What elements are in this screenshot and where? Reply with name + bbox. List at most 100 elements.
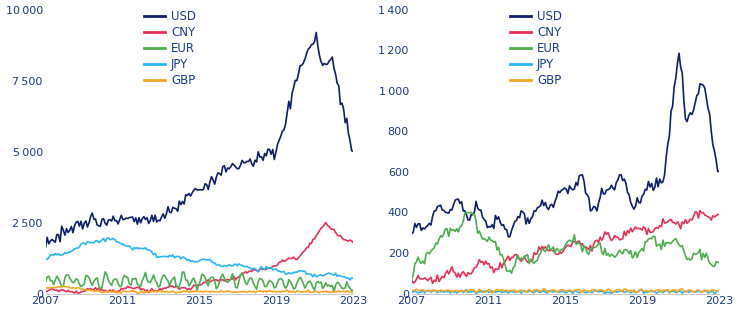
EUR (407, 278, 416, 282)
CNY (218, 278, 227, 282)
GBP (199, 290, 208, 294)
EUR (349, 288, 358, 292)
GBP (238, 290, 247, 294)
EUR (101, 270, 109, 274)
USD (349, 149, 358, 153)
EUR (444, 235, 453, 238)
GBP (134, 291, 143, 295)
USD (504, 235, 513, 239)
GBP (407, 289, 416, 292)
USD (312, 31, 321, 34)
USD (166, 210, 174, 214)
CNY (428, 281, 437, 285)
JPY (346, 278, 355, 282)
JPY (407, 290, 416, 293)
EUR (533, 259, 542, 262)
JPY (104, 236, 113, 240)
JPY (197, 258, 206, 261)
GBP (565, 288, 574, 292)
GBP (168, 289, 177, 293)
Line: CNY: CNY (46, 222, 353, 293)
CNY (585, 248, 593, 251)
USD (602, 188, 611, 192)
EUR (41, 280, 50, 284)
JPY (563, 290, 572, 293)
EUR (563, 239, 572, 243)
JPY (715, 290, 723, 293)
CNY (715, 212, 723, 216)
EUR (236, 273, 245, 277)
EUR (330, 290, 338, 294)
USD (41, 246, 50, 249)
EUR (78, 283, 87, 287)
GBP (488, 291, 497, 295)
JPY (638, 287, 647, 291)
CNY (197, 282, 206, 286)
Legend: USD, CNY, EUR, JPY, GBP: USD, CNY, EUR, JPY, GBP (144, 10, 196, 87)
GBP (59, 284, 68, 288)
GBP (715, 288, 723, 292)
CNY (80, 289, 89, 293)
GBP (533, 288, 542, 291)
USD (444, 211, 453, 215)
JPY (167, 255, 176, 258)
EUR (602, 254, 611, 257)
USD (715, 169, 723, 173)
JPY (602, 290, 611, 294)
USD (168, 206, 177, 209)
CNY (407, 278, 416, 282)
CNY (563, 243, 572, 247)
USD (407, 232, 416, 236)
CNY (602, 232, 611, 236)
GBP (536, 290, 545, 293)
JPY (536, 290, 545, 294)
JPY (444, 289, 453, 293)
Line: CNY: CNY (412, 211, 719, 283)
JPY (78, 241, 87, 245)
USD (217, 173, 225, 177)
EUR (170, 275, 179, 279)
USD (675, 51, 684, 55)
Line: EUR: EUR (46, 272, 353, 292)
USD (196, 188, 205, 192)
CNY (167, 284, 176, 288)
CNY (349, 241, 358, 244)
CNY (536, 248, 545, 252)
EUR (218, 272, 227, 276)
Line: JPY: JPY (46, 238, 353, 280)
JPY (41, 258, 50, 261)
EUR (536, 252, 545, 256)
Line: USD: USD (46, 32, 353, 247)
USD (536, 204, 545, 207)
JPY (236, 263, 245, 267)
CNY (170, 286, 179, 290)
USD (78, 227, 87, 231)
Line: GBP: GBP (46, 286, 353, 293)
USD (234, 167, 243, 170)
JPY (349, 276, 358, 280)
GBP (586, 289, 595, 293)
Line: GBP: GBP (412, 289, 719, 293)
EUR (197, 272, 206, 276)
Line: EUR: EUR (412, 212, 719, 280)
GBP (80, 288, 89, 292)
Line: USD: USD (412, 53, 719, 237)
JPY (170, 256, 179, 260)
CNY (41, 289, 50, 293)
Legend: USD, CNY, EUR, JPY, GBP: USD, CNY, EUR, JPY, GBP (510, 10, 562, 87)
GBP (444, 289, 453, 292)
GBP (349, 290, 358, 294)
CNY (695, 209, 704, 212)
EUR (167, 279, 176, 283)
JPY (533, 289, 542, 292)
USD (533, 206, 542, 210)
EUR (715, 260, 723, 264)
JPY (218, 265, 227, 268)
CNY (236, 273, 245, 277)
JPY (585, 290, 593, 294)
GBP (220, 290, 229, 294)
GBP (171, 291, 180, 295)
CNY (446, 268, 454, 272)
CNY (321, 221, 330, 224)
JPY (471, 292, 480, 295)
